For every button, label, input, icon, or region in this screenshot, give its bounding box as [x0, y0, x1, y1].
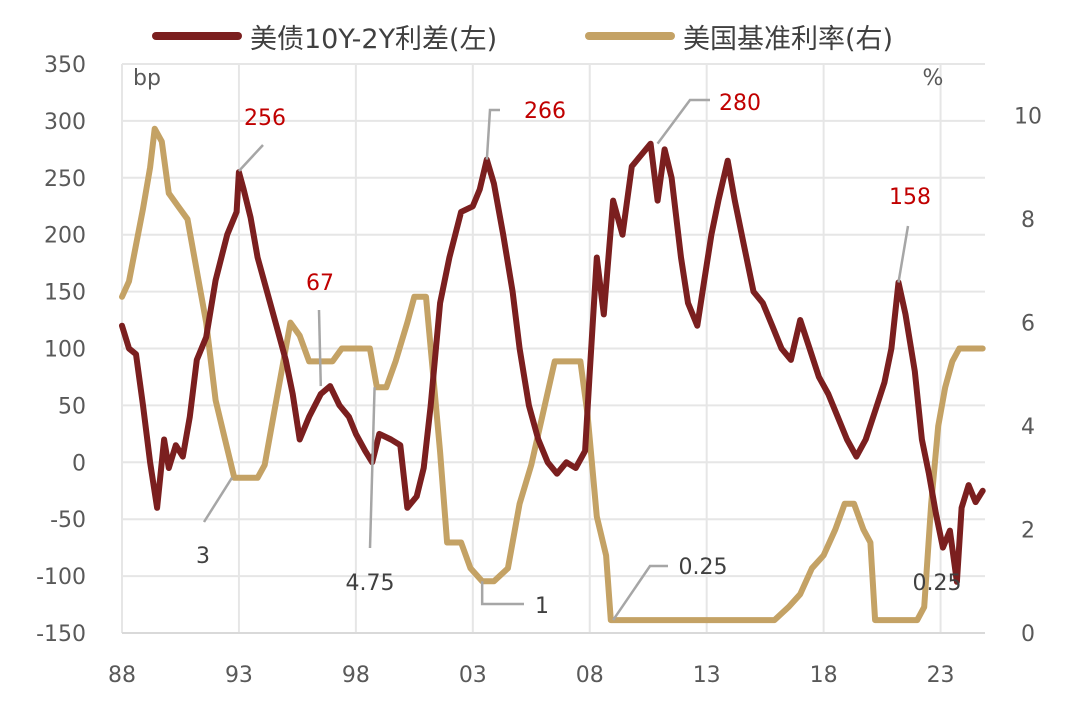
- x-tick-label: 88: [108, 663, 136, 688]
- annotation-leader-line: [612, 564, 668, 621]
- left-tick-label: 350: [44, 53, 86, 78]
- right-tick-label: 2: [1021, 519, 1035, 544]
- annotation-label: 158: [889, 185, 931, 210]
- right-tick-label: 4: [1021, 415, 1035, 440]
- left-tick-label: 0: [72, 451, 86, 476]
- legend-item-fed-rate: 美国基准利率(右): [585, 14, 893, 58]
- left-tick-label: 250: [44, 167, 86, 192]
- annotation-label: 256: [244, 106, 286, 131]
- x-tick-label: 23: [927, 663, 955, 688]
- x-tick-label: 98: [342, 663, 370, 688]
- right-tick-label: 10: [1014, 105, 1042, 130]
- legend-label-spread: 美债10Y-2Y利差(左): [250, 23, 498, 55]
- left-tick-label: 200: [44, 224, 86, 249]
- annotation-leader-line: [202, 477, 233, 523]
- x-tick-label: 13: [693, 663, 721, 688]
- right-axis-unit: %: [923, 66, 944, 91]
- right-tick-label: 8: [1021, 208, 1035, 233]
- x-tick-label: 93: [225, 663, 253, 688]
- legend-swatch-fed-rate: [585, 32, 675, 40]
- left-tick-label: 100: [44, 338, 86, 363]
- legend-swatch-spread: [152, 32, 242, 40]
- left-tick-label: -150: [36, 622, 86, 647]
- right-tick-label: 6: [1021, 312, 1035, 337]
- annotation-label: 3: [196, 544, 210, 569]
- annotation-leader-line: [238, 144, 264, 172]
- annotation-leader-line: [480, 581, 524, 606]
- annotation-leader-line: [317, 309, 323, 387]
- x-tick-label: 03: [459, 663, 487, 688]
- annotation-label: 4.75: [346, 571, 395, 596]
- annotation-leader-line: [897, 225, 910, 283]
- fed-rate-series-line: [119, 125, 986, 624]
- annotation-label: 67: [306, 271, 334, 296]
- left-tick-label: -50: [50, 508, 86, 533]
- right-tick-label: 0: [1021, 622, 1035, 647]
- annotation-label: 280: [719, 91, 761, 116]
- annotation-leader-line: [656, 98, 710, 145]
- left-tick-label: 50: [58, 394, 86, 419]
- left-axis-unit: bp: [133, 66, 161, 91]
- left-tick-label: -100: [36, 565, 86, 590]
- x-tick-label: 18: [810, 663, 838, 688]
- legend-item-spread: 美债10Y-2Y利差(左): [152, 14, 497, 58]
- annotation-label: 1: [535, 594, 549, 619]
- left-tick-label: 300: [44, 110, 86, 135]
- annotation-leader-line: [368, 387, 376, 549]
- annotation-label: 0.25: [913, 571, 962, 596]
- legend-label-fed-rate: 美国基准利率(右): [683, 23, 894, 55]
- annotation-label: 0.25: [679, 555, 728, 580]
- annotation-leader-line: [485, 108, 500, 160]
- annotation-label: 266: [524, 99, 566, 124]
- x-tick-label: 08: [576, 663, 604, 688]
- left-tick-label: 150: [44, 281, 86, 306]
- spread-series-line: [119, 140, 986, 585]
